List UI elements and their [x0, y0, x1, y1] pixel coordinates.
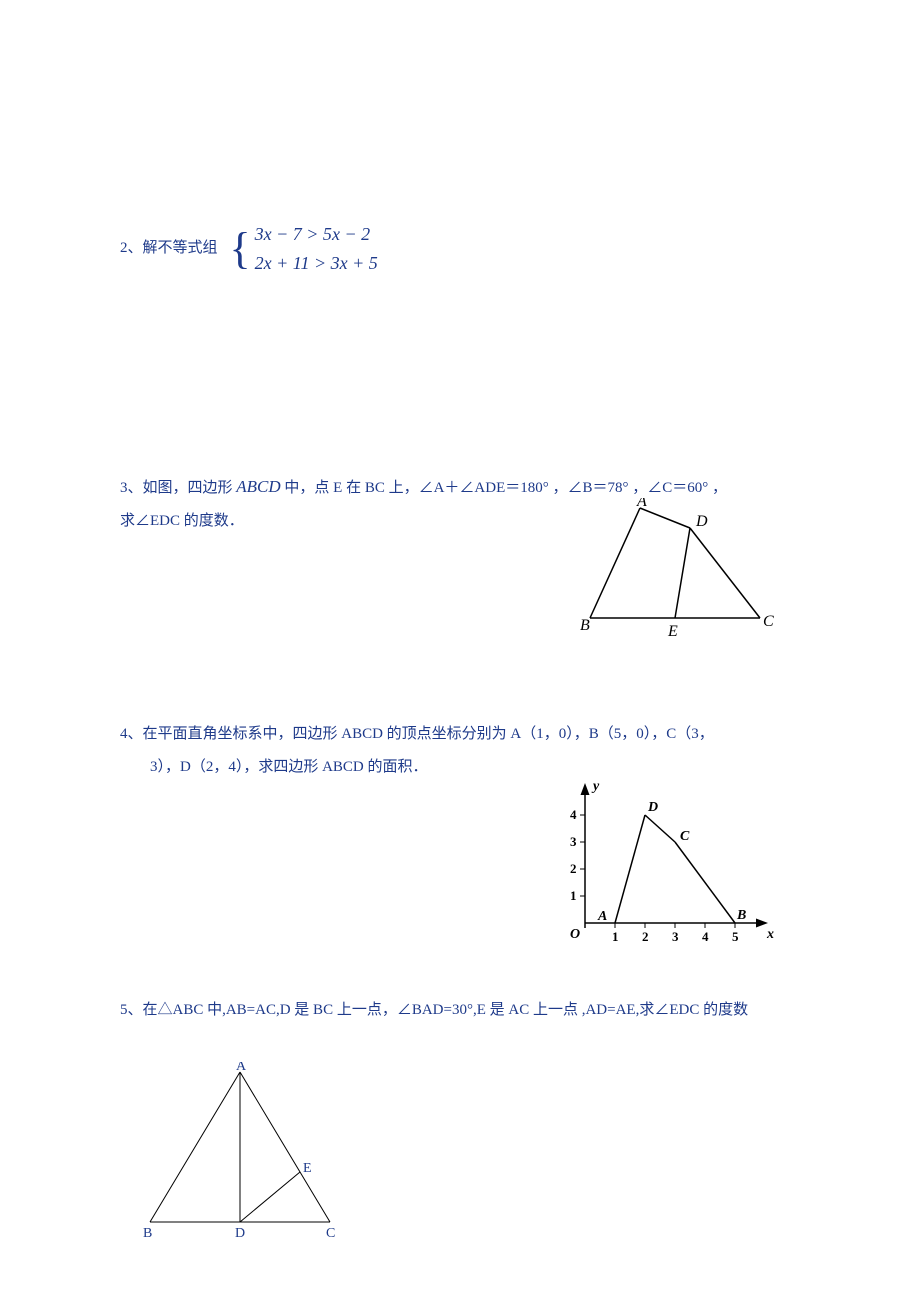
triangle-diagram: A B C D E — [140, 1062, 350, 1242]
vertex-D-label: D — [695, 513, 708, 530]
ytick-2: 2 — [570, 861, 577, 876]
vertex-B-label: B — [143, 1226, 152, 1241]
p4-line1: 4、在平面直角坐标系中，四边形 ABCD 的顶点坐标分别为 A（1，0），B（5… — [120, 726, 714, 742]
point-B-label: B — [736, 908, 746, 923]
xtick-1: 1 — [612, 929, 619, 944]
problem-2: 2、解不等式组 { 3x − 7 > 5x − 2 2x + 11 > 3x +… — [120, 220, 800, 278]
xtick-3: 3 — [672, 929, 679, 944]
equation-2: 2x + 11 > 3x + 5 — [255, 249, 378, 278]
vertex-A-label: A — [636, 498, 647, 510]
page-content: 2、解不等式组 { 3x − 7 > 5x − 2 2x + 11 > 3x +… — [0, 0, 920, 1247]
point-D-label: D — [647, 800, 658, 815]
p4-line2: 3），D（2，4），求四边形 ABCD 的面积． — [150, 759, 428, 775]
point-A-label: A — [597, 909, 607, 924]
xtick-4: 4 — [702, 929, 709, 944]
vertex-B-label: B — [580, 617, 590, 634]
problem-4-text: 4、在平面直角坐标系中，四边形 ABCD 的顶点坐标分别为 A（1，0），B（5… — [120, 718, 800, 784]
ytick-4: 4 — [570, 807, 577, 822]
vertex-D-label: D — [235, 1226, 245, 1241]
equation-1: 3x − 7 > 5x − 2 — [255, 220, 378, 249]
vertex-A-label: A — [236, 1062, 247, 1074]
quadrilateral-diagram: A D B E C — [580, 498, 780, 643]
problem-3-figure: A D B E C — [580, 498, 780, 648]
problem-2-row: 2、解不等式组 { 3x − 7 > 5x − 2 2x + 11 > 3x +… — [120, 220, 800, 278]
left-brace-icon: { — [230, 229, 251, 269]
x-axis-label: x — [766, 927, 774, 942]
problem-4-figure: 1 2 3 4 5 1 2 3 4 O x y A B C D — [560, 778, 780, 953]
problem-2-label: 2、解不等式组 — [120, 232, 218, 265]
p3-mid: 中，点 E 在 BC 上，∠A＋∠ADE＝180° ，∠B＝78° ，∠C＝60… — [284, 480, 727, 496]
problem-5-figure: A B C D E — [140, 1062, 800, 1247]
vertex-E-label: E — [667, 623, 678, 640]
p3-prefix: 3、如图，四边形 — [120, 480, 233, 496]
problem-5: 5、在△ABC 中,AB=AC,D 是 BC 上一点，∠BAD=30°,E 是 … — [120, 994, 800, 1247]
p3-abcd: ABCD — [236, 477, 280, 496]
ytick-1: 1 — [570, 888, 577, 903]
xtick-2: 2 — [642, 929, 649, 944]
p3-line2: 求∠EDC 的度数． — [120, 513, 244, 529]
y-axis-label: y — [591, 779, 600, 794]
vertex-C-label: C — [763, 613, 774, 630]
equation-system: { 3x − 7 > 5x − 2 2x + 11 > 3x + 5 — [230, 220, 378, 278]
problem-3: 3、如图，四边形 ABCD 中，点 E 在 BC 上，∠A＋∠ADE＝180° … — [120, 468, 800, 678]
xtick-5: 5 — [732, 929, 739, 944]
equations: 3x − 7 > 5x − 2 2x + 11 > 3x + 5 — [255, 220, 378, 278]
coordinate-diagram: 1 2 3 4 5 1 2 3 4 O x y A B C D — [560, 778, 780, 948]
ytick-3: 3 — [570, 834, 577, 849]
problem-4: 4、在平面直角坐标系中，四边形 ABCD 的顶点坐标分别为 A（1，0），B（5… — [120, 718, 800, 954]
vertex-C-label: C — [326, 1226, 335, 1241]
origin-label: O — [570, 927, 580, 942]
problem-5-text: 5、在△ABC 中,AB=AC,D 是 BC 上一点，∠BAD=30°,E 是 … — [120, 994, 800, 1027]
vertex-E-label: E — [303, 1161, 312, 1176]
point-C-label: C — [680, 829, 690, 844]
